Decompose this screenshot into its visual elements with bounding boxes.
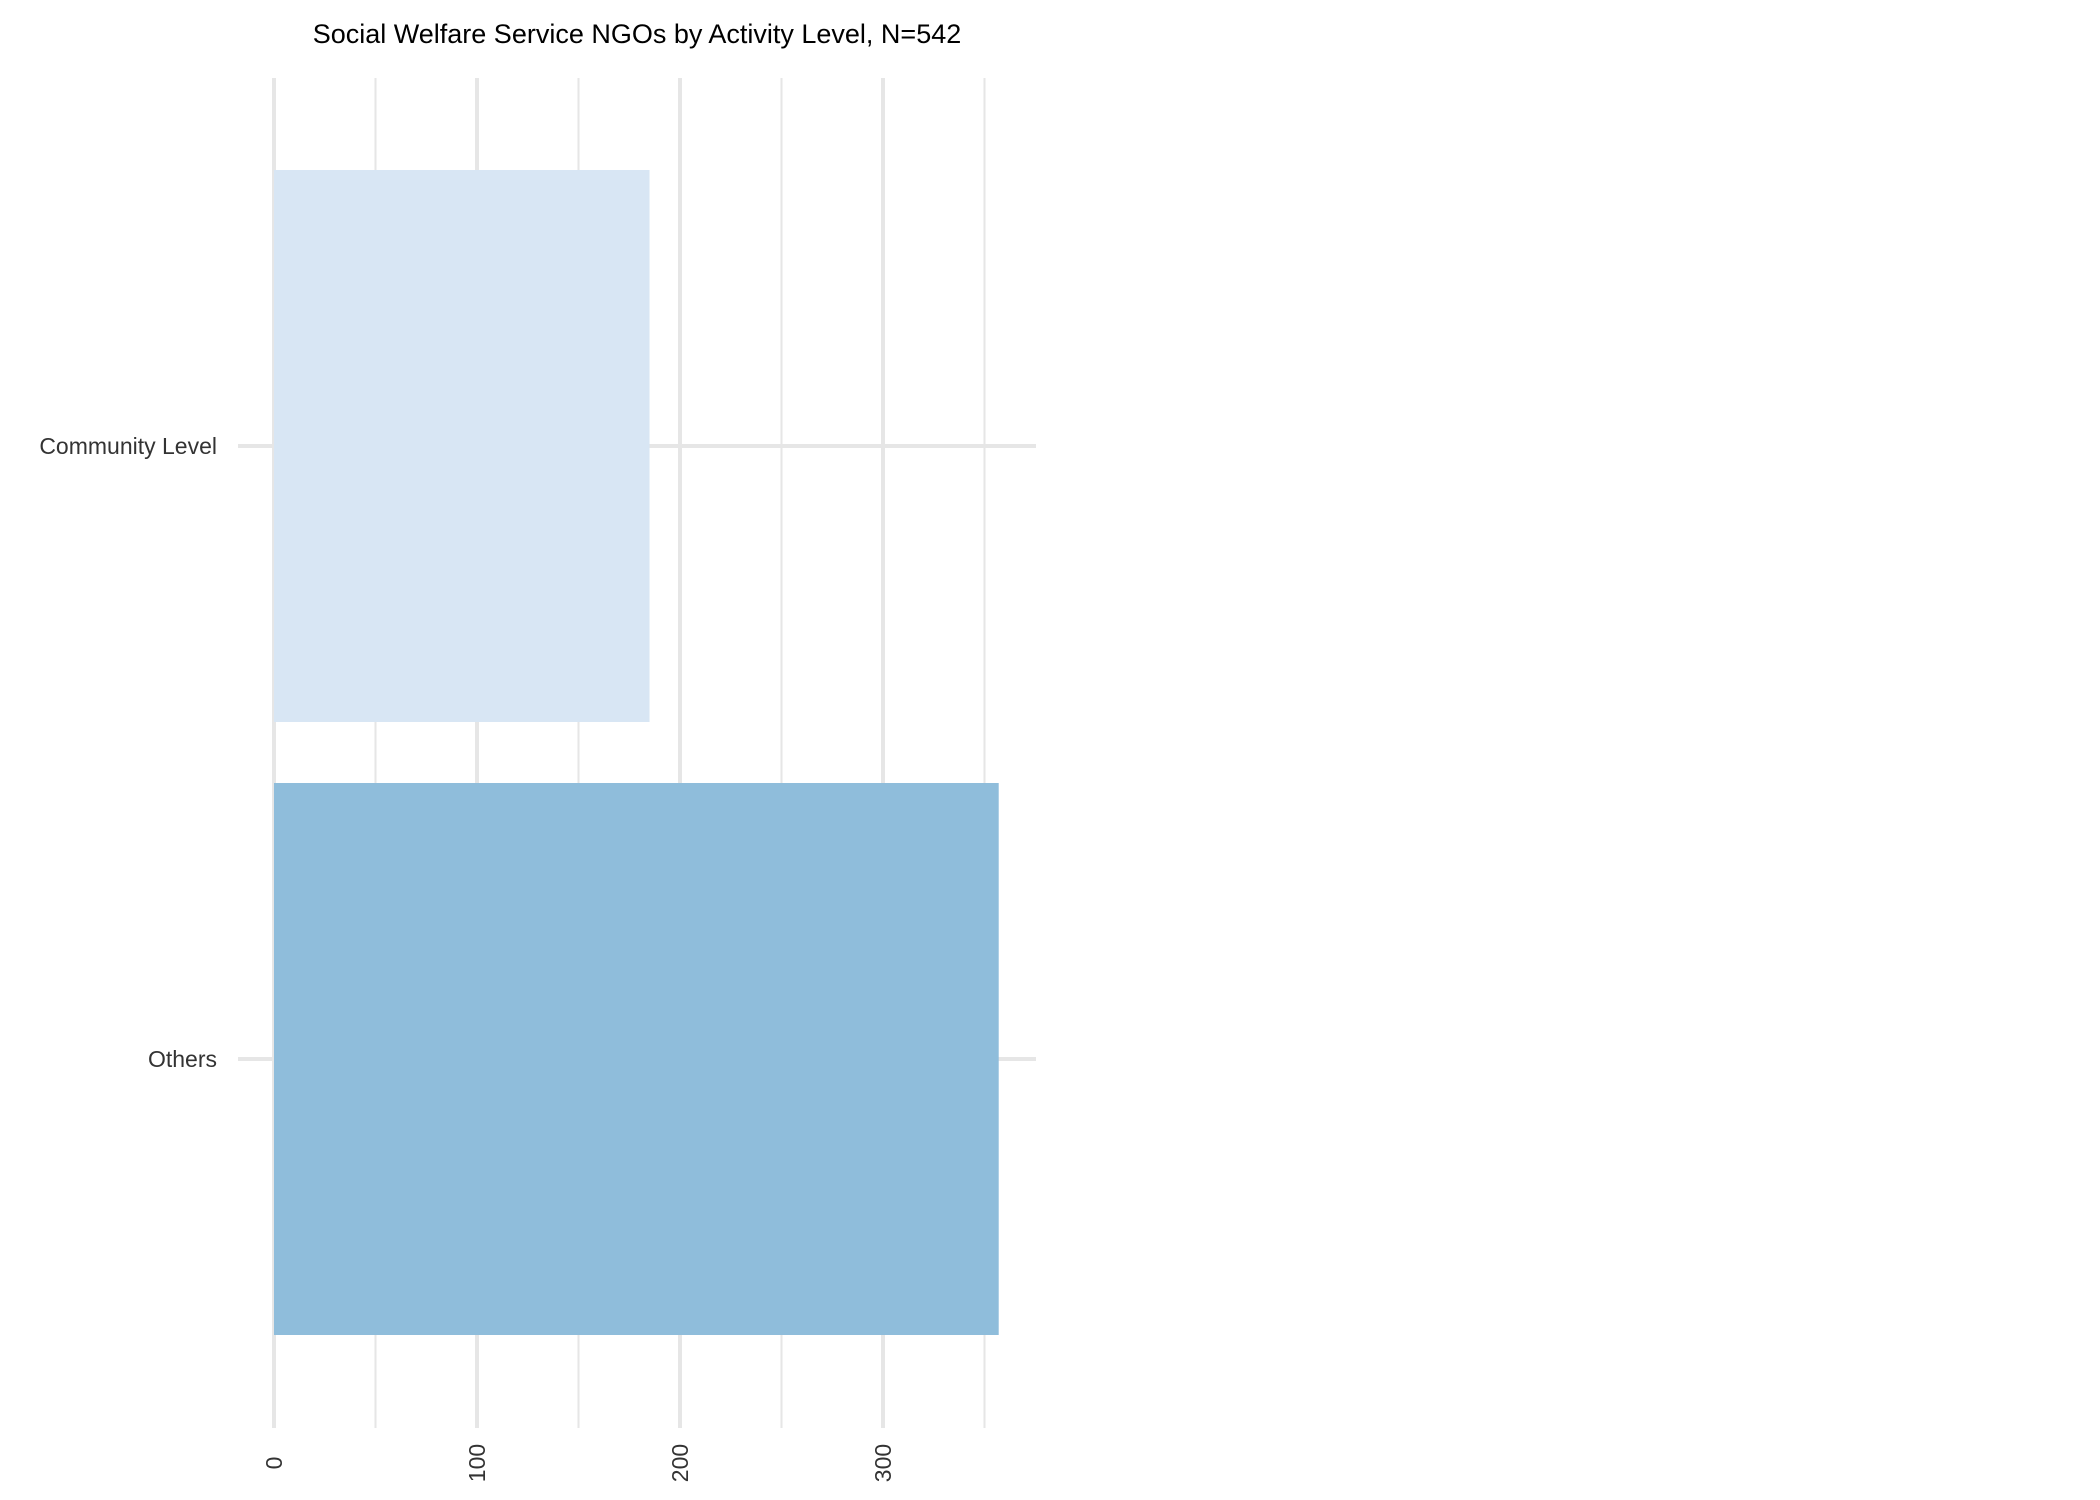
x-tick-label: 0	[261, 1457, 287, 1470]
bar-community-level	[274, 170, 650, 722]
chart-title: Social Welfare Service NGOs by Activity …	[313, 19, 962, 49]
category-label: Others	[148, 1046, 217, 1072]
bar-others	[274, 783, 999, 1335]
category-label: Community Level	[39, 433, 217, 459]
bars	[274, 170, 999, 1335]
x-tick-label: 300	[870, 1444, 896, 1482]
category-labels: Community Level Others	[39, 433, 217, 1072]
x-axis-ticks: 0 100 200 300	[261, 1444, 896, 1482]
x-tick-label: 100	[464, 1444, 490, 1482]
x-tick-label: 200	[667, 1444, 693, 1482]
